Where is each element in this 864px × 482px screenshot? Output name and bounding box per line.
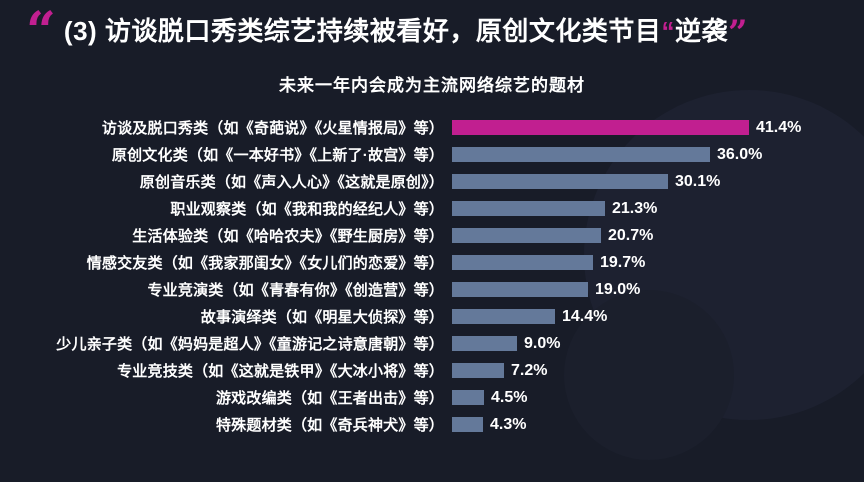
- bar-track: 20.7%: [452, 222, 864, 249]
- category-label: 特殊题材类（如《奇兵神犬》等）: [215, 417, 444, 434]
- open-quote-icon: “: [26, 1, 56, 62]
- chart-row: 少儿亲子类（如《妈妈是超人》《童游记之诗意唐朝》等） 9.0%: [0, 330, 864, 357]
- bar: [452, 282, 588, 297]
- bar-track: 7.2%: [452, 357, 864, 384]
- title-highlight-open-quote: “: [661, 16, 675, 46]
- bar: [452, 228, 601, 243]
- bar-track: 14.4%: [452, 303, 864, 330]
- bar-chart: 访谈及脱口秀类（如《奇葩说》《火星情报局》等） 41.4% 原创文化类（如《一本好书…: [0, 114, 864, 438]
- category-label: 生活体验类（如《哈哈农夫》《野生厨房》等）: [132, 228, 444, 245]
- bar: [452, 390, 484, 405]
- value-label: 30.1%: [675, 172, 721, 190]
- chart-row: 生活体验类（如《哈哈农夫》《野生厨房》等） 20.7%: [0, 222, 864, 249]
- value-label: 19.7%: [600, 253, 646, 271]
- bar: [452, 336, 517, 351]
- category-label: 原创文化类（如《一本好书》《上新了·故宫》等）: [111, 147, 444, 164]
- background-circle-decoration-small: [564, 290, 734, 460]
- value-label: 19.0%: [595, 280, 641, 298]
- bar-track: 19.7%: [452, 249, 864, 276]
- value-label: 4.5%: [491, 388, 528, 406]
- bar-highlight: [452, 120, 749, 135]
- bar: [452, 309, 555, 324]
- category-label: 原创音乐类（如《声入人心》《这就是原创》）: [139, 174, 444, 191]
- category-label: 故事演绎类（如《明星大侦探》等）: [200, 309, 444, 326]
- category-label: 游戏改编类（如《王者出击》等）: [215, 390, 444, 407]
- category-label: 专业竞技类（如《这就是铁甲》《大冰小将》等）: [117, 363, 444, 380]
- bar-track: 41.4%: [452, 114, 864, 141]
- bar: [452, 147, 710, 162]
- chart-row: 访谈及脱口秀类（如《奇葩说》《火星情报局》等） 41.4%: [0, 114, 864, 141]
- title-highlight-text: 逆袭: [674, 16, 728, 46]
- bar-track: 36.0%: [452, 141, 864, 168]
- value-label: 20.7%: [608, 226, 654, 244]
- chart-row: 游戏改编类（如《王者出击》等） 4.5%: [0, 384, 864, 411]
- bar-track: 19.0%: [452, 276, 864, 303]
- value-label: 36.0%: [717, 145, 763, 163]
- category-label: 情感交友类（如《我家那闺女》《女儿们的恋爱》等）: [86, 255, 444, 272]
- chart-row: 情感交友类（如《我家那闺女》《女儿们的恋爱》等） 19.7%: [0, 249, 864, 276]
- bar: [452, 174, 668, 189]
- category-label: 专业竞演类（如《青春有你》《创造营》等）: [147, 282, 444, 299]
- category-label: 少儿亲子类（如《妈妈是超人》《童游记之诗意唐朝》等）: [56, 336, 444, 353]
- bar-track: 21.3%: [452, 195, 864, 222]
- bar: [452, 363, 504, 378]
- chart-row: 专业竞演类（如《青春有你》《创造营》等） 19.0%: [0, 276, 864, 303]
- bar-track: 4.5%: [452, 384, 864, 411]
- chart-row: 特殊题材类（如《奇兵神犬》等） 4.3%: [0, 411, 864, 438]
- value-label: 41.4%: [756, 118, 802, 136]
- bar-track: 9.0%: [452, 330, 864, 357]
- chart-row: 故事演绎类（如《明星大侦探》等） 14.4%: [0, 303, 864, 330]
- close-quote-icon: ”: [727, 13, 749, 53]
- chart-row: 专业竞技类（如《这就是铁甲》《大冰小将》等） 7.2%: [0, 357, 864, 384]
- page-title: (3) 访谈脱口秀类综艺持续被看好，原创文化类节目“逆袭”: [64, 12, 748, 51]
- bar: [452, 417, 483, 432]
- value-label: 7.2%: [511, 361, 548, 379]
- value-label: 4.3%: [490, 415, 527, 433]
- value-label: 9.0%: [524, 334, 561, 352]
- bar: [452, 255, 593, 270]
- chart-row: 原创音乐类（如《声入人心》《这就是原创》） 30.1%: [0, 168, 864, 195]
- title-main: (3) 访谈脱口秀类综艺持续被看好，原创文化类节目: [63, 16, 662, 46]
- bar-track: 4.3%: [452, 411, 864, 438]
- category-label: 职业观察类（如《我和我的经纪人》等）: [170, 201, 444, 218]
- category-label: 访谈及脱口秀类（如《奇葩说》《火星情报局》等）: [101, 120, 444, 137]
- header: “ (3) 访谈脱口秀类综艺持续被看好，原创文化类节目“逆袭”: [0, 0, 864, 62]
- chart-row: 原创文化类（如《一本好书》《上新了·故宫》等） 36.0%: [0, 141, 864, 168]
- chart-row: 职业观察类（如《我和我的经纪人》等） 21.3%: [0, 195, 864, 222]
- bar-track: 30.1%: [452, 168, 864, 195]
- value-label: 21.3%: [612, 199, 658, 217]
- bar: [452, 201, 605, 216]
- value-label: 14.4%: [562, 307, 608, 325]
- chart-title: 未来一年内会成为主流网络综艺的题材: [279, 76, 585, 95]
